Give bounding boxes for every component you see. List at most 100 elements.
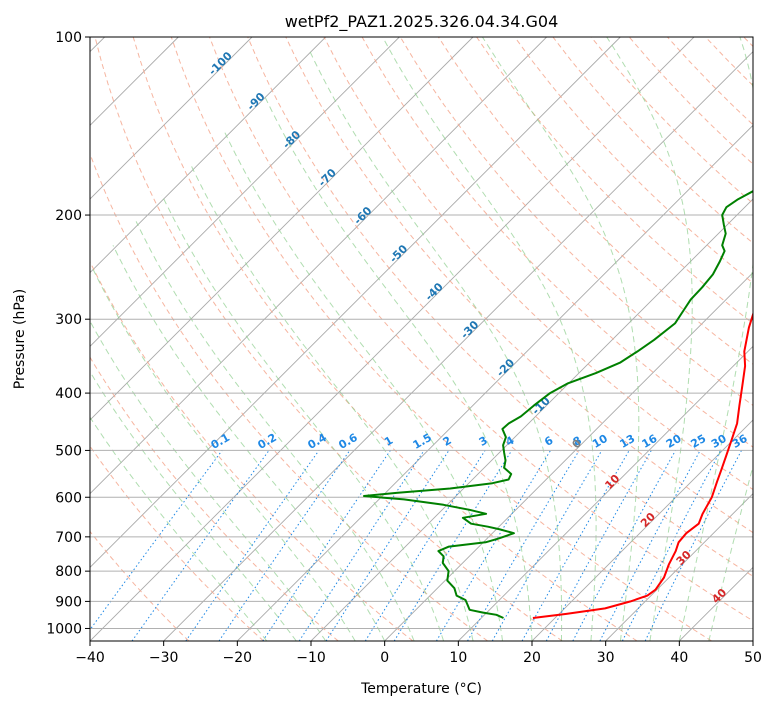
mixing-ratio-line <box>393 450 513 641</box>
dry-adiabat-label: -80 <box>280 128 303 151</box>
mixing-ratio-line <box>131 450 270 641</box>
y-tick-label: 900 <box>55 594 82 610</box>
dry-adiabat-line <box>90 356 339 641</box>
dry-adiabat-line <box>437 37 753 365</box>
isotherm-line <box>605 493 753 641</box>
dry-adiabat-line <box>170 37 712 641</box>
isotherm-line <box>90 37 547 495</box>
y-tick-label: 800 <box>55 564 82 580</box>
dry-adiabat-line <box>90 152 488 641</box>
dewpoint-profile-line <box>363 190 753 619</box>
dry-adiabat-line <box>247 37 753 577</box>
dry-adiabat-line <box>94 37 563 641</box>
mixing-ratio-label: 3 <box>477 434 490 449</box>
dry-adiabat-label: -20 <box>494 356 517 379</box>
y-tick-label: 700 <box>55 530 82 546</box>
x-axis-label: Temperature (°C) <box>360 681 482 697</box>
isotherm-line <box>679 566 753 641</box>
moist-adiabat-line <box>90 370 297 641</box>
x-axis-ticks: −40 −30 −20 −10 0 10 20 30 40 50 <box>75 641 762 666</box>
moist-adiabat-line <box>382 37 597 641</box>
temperature-profile-line <box>532 311 753 619</box>
isotherm-line <box>237 124 753 641</box>
dry-adiabat-line <box>90 445 264 641</box>
mixing-ratio-line <box>644 450 742 641</box>
y-tick-label: 500 <box>55 443 82 459</box>
mixing-ratio-line <box>90 450 223 631</box>
mixing-ratio-line <box>298 450 425 641</box>
dry-adiabat-line <box>90 260 414 641</box>
isotherm-line <box>90 37 695 641</box>
x-tick-label: −40 <box>75 650 105 666</box>
dry-adiabat-label: -50 <box>387 242 410 265</box>
mixing-ratio-line <box>262 450 391 641</box>
moist-adiabat-line <box>708 464 753 641</box>
dry-adiabat-label: 10 <box>602 472 622 492</box>
dry-adiabat-label: 40 <box>709 586 729 606</box>
y-tick-label: 300 <box>55 312 82 328</box>
mixing-ratio-label: 6 <box>542 434 555 449</box>
chart-title: wetPf2_PAZ1.2025.326.04.34.G04 <box>285 12 559 32</box>
dry-adiabat-label: -70 <box>316 166 339 189</box>
isotherm-line <box>90 37 621 568</box>
x-tick-label: −20 <box>223 650 253 666</box>
dry-adiabat-line <box>209 37 753 622</box>
dry-adiabat-label: -30 <box>458 318 481 341</box>
moist-adiabat-line <box>606 37 693 641</box>
isotherm-line <box>384 272 753 641</box>
x-tick-label: 0 <box>380 650 389 666</box>
x-tick-label: −10 <box>296 650 326 666</box>
isotherm-line <box>90 37 474 421</box>
plot-frame <box>89 36 754 642</box>
dry-adiabat-label: -90 <box>244 90 267 113</box>
isotherm-line <box>90 37 326 274</box>
dry-adiabat-line <box>285 37 753 534</box>
mixing-ratio-label: 1.5 <box>411 431 434 452</box>
dry-adiabat-line <box>361 37 753 448</box>
y-tick-label: 1000 <box>46 621 82 637</box>
moist-adiabat-line <box>263 94 533 641</box>
mixing-ratio-label: 0.1 <box>209 431 232 452</box>
y-tick-label: 100 <box>55 30 82 46</box>
dry-adiabat-label: -40 <box>423 280 446 303</box>
mixing-ratio-line <box>572 450 676 641</box>
mixing-ratio-line <box>521 450 630 641</box>
isotherm-line <box>458 345 753 641</box>
y-tick-label: 400 <box>55 386 82 402</box>
mixing-ratio-label: 10 <box>590 432 610 451</box>
moist-adiabat-line <box>678 37 753 641</box>
mixing-ratio-label: 1 <box>382 434 395 449</box>
mixing-ratio-label: 16 <box>640 432 660 451</box>
moist-adiabat-line <box>135 221 415 641</box>
x-tick-label: 20 <box>523 650 541 666</box>
isotherm-line <box>531 419 753 641</box>
dry-adiabat-line <box>514 37 753 284</box>
isotherm-line <box>90 37 253 200</box>
isotherm-line <box>90 37 400 347</box>
moist-adiabat-line <box>112 245 386 641</box>
x-tick-label: 30 <box>597 650 615 666</box>
pressure-gridlines <box>90 37 753 629</box>
mixing-ratio-label: 0.4 <box>306 431 330 452</box>
mixing-ratio-line <box>325 450 450 641</box>
mixing-ratio-label: 30 <box>709 432 729 451</box>
mixing-ratio-label: 25 <box>689 432 709 451</box>
dry-adiabat-line <box>552 37 753 244</box>
x-tick-label: 40 <box>670 650 688 666</box>
dry-adiabat-label: -100 <box>206 49 235 78</box>
moist-adiabat-line <box>90 416 268 641</box>
dry-adiabat-line <box>90 530 190 641</box>
mixing-ratio-line <box>185 450 320 641</box>
moist-adiabat-line <box>308 49 563 641</box>
background-lines <box>90 37 753 641</box>
isotherm-line <box>163 51 753 641</box>
dry-adiabat-line <box>132 37 638 641</box>
y-axis-ticks: 100 200 300 400 500 600 700 800 900 1000 <box>46 30 90 637</box>
moist-adiabat-line <box>90 320 327 641</box>
dry-adiabat-line <box>476 37 753 325</box>
dry-adiabat-label: -60 <box>351 204 374 227</box>
x-tick-label: 50 <box>744 650 762 666</box>
profile-series <box>363 190 753 619</box>
moist-adiabat-line <box>481 37 640 641</box>
